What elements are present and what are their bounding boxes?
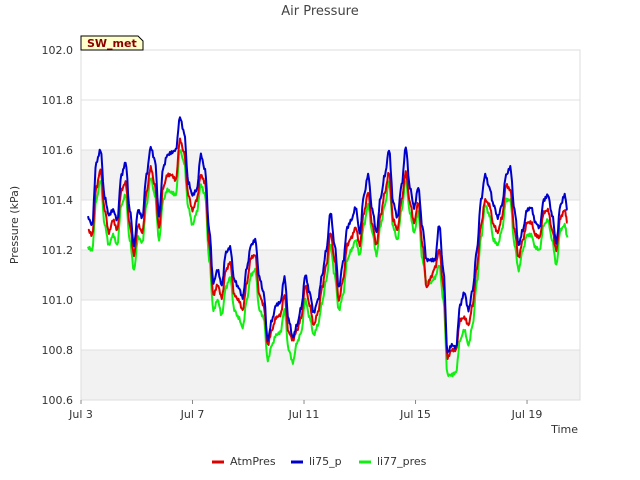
x-tick-label: Jul 11 [288,408,320,421]
chart-title: Air Pressure [281,4,359,19]
grid-band [81,350,580,400]
x-tick-label: Jul 3 [68,408,93,421]
x-tick-label: Jul 15 [399,408,431,421]
grid-band [81,250,580,300]
y-tick-label: 101.2 [42,244,74,257]
legend-label: li75_p [309,455,342,468]
sw-met-badge: SW_met [81,36,143,50]
y-tick-label: 100.6 [42,394,74,407]
x-tick-label: Jul 7 [180,408,205,421]
y-tick-label: 101.0 [42,294,74,307]
y-axis-title: Pressure (kPa) [8,186,21,264]
y-tick-label: 101.8 [42,94,74,107]
air-pressure-chart: 100.6 100.8 101.0 101.2 101.4 101.6 101.8 102.0… [0,0,640,480]
y-tick-label: 101.6 [42,144,74,157]
x-tick-label: Jul 19 [511,408,543,421]
y-tick-label: 102.0 [42,44,74,57]
y-tick-label: 100.8 [42,344,74,357]
x-axis-title: Time [550,423,578,436]
legend: AtmPres li75_p li77_pres [212,455,427,468]
chart-background [0,0,640,480]
y-tick-label: 101.4 [42,194,74,207]
legend-label: AtmPres [230,455,276,468]
badge-label: SW_met [87,37,137,50]
legend-label: li77_pres [377,455,427,468]
